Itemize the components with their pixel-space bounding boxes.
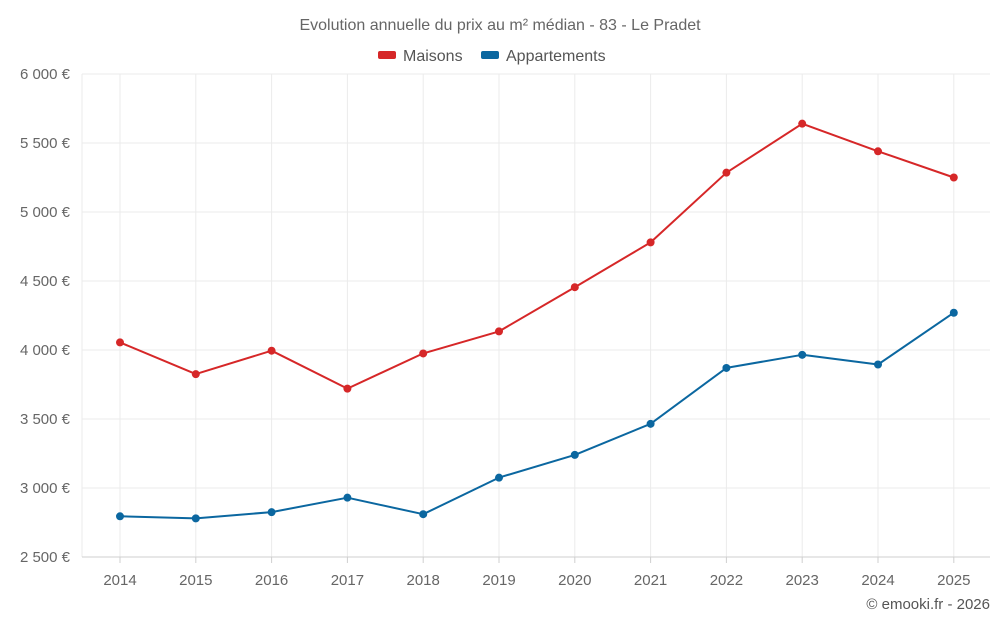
legend-swatch-maisons[interactable] (378, 51, 396, 59)
data-point-appartements[interactable] (722, 363, 731, 372)
data-point-maisons[interactable] (570, 283, 579, 292)
series-line-maisons (119, 122, 955, 390)
x-tick-label: 2023 (786, 572, 819, 589)
credit-text: © emooki.fr - 2026 (866, 596, 990, 613)
x-tick-label: 2019 (482, 572, 515, 589)
x-tick-label: 2020 (558, 572, 591, 589)
y-tick-label: 5 000 € (20, 204, 71, 221)
y-tick-label: 5 500 € (20, 135, 71, 152)
legend-label-appartements[interactable]: Appartements (506, 48, 606, 65)
x-tick-label: 2024 (861, 572, 894, 589)
data-point-maisons[interactable] (949, 173, 958, 182)
chart-title: Evolution annuelle du prix au m² médian … (299, 17, 701, 34)
series (116, 119, 958, 523)
data-point-maisons[interactable] (495, 327, 503, 336)
x-tick-label: 2025 (937, 572, 970, 589)
data-point-appartements[interactable] (495, 473, 503, 482)
x-tick-label: 2016 (255, 572, 288, 589)
x-tick-label: 2015 (179, 572, 212, 589)
x-tick-label: 2021 (634, 572, 667, 589)
legend: Maisons Appartements (378, 48, 606, 65)
data-point-maisons[interactable] (116, 338, 124, 347)
data-point-appartements[interactable] (343, 493, 352, 502)
y-tick-label: 6 000 € (20, 66, 71, 83)
x-tick-label: 2017 (331, 572, 364, 589)
data-point-appartements[interactable] (949, 308, 958, 317)
x-tick-label: 2018 (407, 572, 440, 589)
legend-swatch-appartements[interactable] (481, 51, 499, 59)
data-point-appartements[interactable] (191, 514, 200, 523)
data-point-maisons[interactable] (343, 384, 352, 393)
y-tick-label: 2 500 € (20, 549, 71, 566)
data-point-maisons[interactable] (646, 238, 655, 247)
y-tick-label: 4 500 € (20, 273, 71, 290)
data-point-maisons[interactable] (722, 168, 731, 177)
data-point-appartements[interactable] (798, 350, 807, 359)
x-tick-label: 2022 (710, 572, 743, 589)
data-point-maisons[interactable] (267, 346, 276, 355)
y-tick-label: 3 000 € (20, 480, 71, 497)
y-tick-label: 3 500 € (20, 411, 71, 428)
data-point-maisons[interactable] (798, 119, 807, 128)
data-point-appartements[interactable] (116, 512, 124, 521)
data-point-appartements[interactable] (267, 508, 276, 517)
x-tick-label: 2014 (103, 572, 136, 589)
y-tick-label: 4 000 € (20, 342, 71, 359)
gridlines (81, 73, 990, 557)
data-point-appartements[interactable] (419, 510, 428, 519)
series-line-appartements (119, 311, 955, 520)
data-point-maisons[interactable] (874, 147, 882, 156)
data-point-appartements[interactable] (570, 450, 579, 459)
data-point-maisons[interactable] (419, 349, 428, 358)
axes: 2 500 € 3 000 € 3 500 € 4 000 € 4 500 € 5 000… (20, 66, 990, 589)
data-point-maisons[interactable] (191, 370, 200, 379)
data-point-appartements[interactable] (874, 360, 882, 369)
data-point-appartements[interactable] (646, 419, 655, 428)
legend-label-maisons[interactable]: Maisons (403, 48, 463, 65)
